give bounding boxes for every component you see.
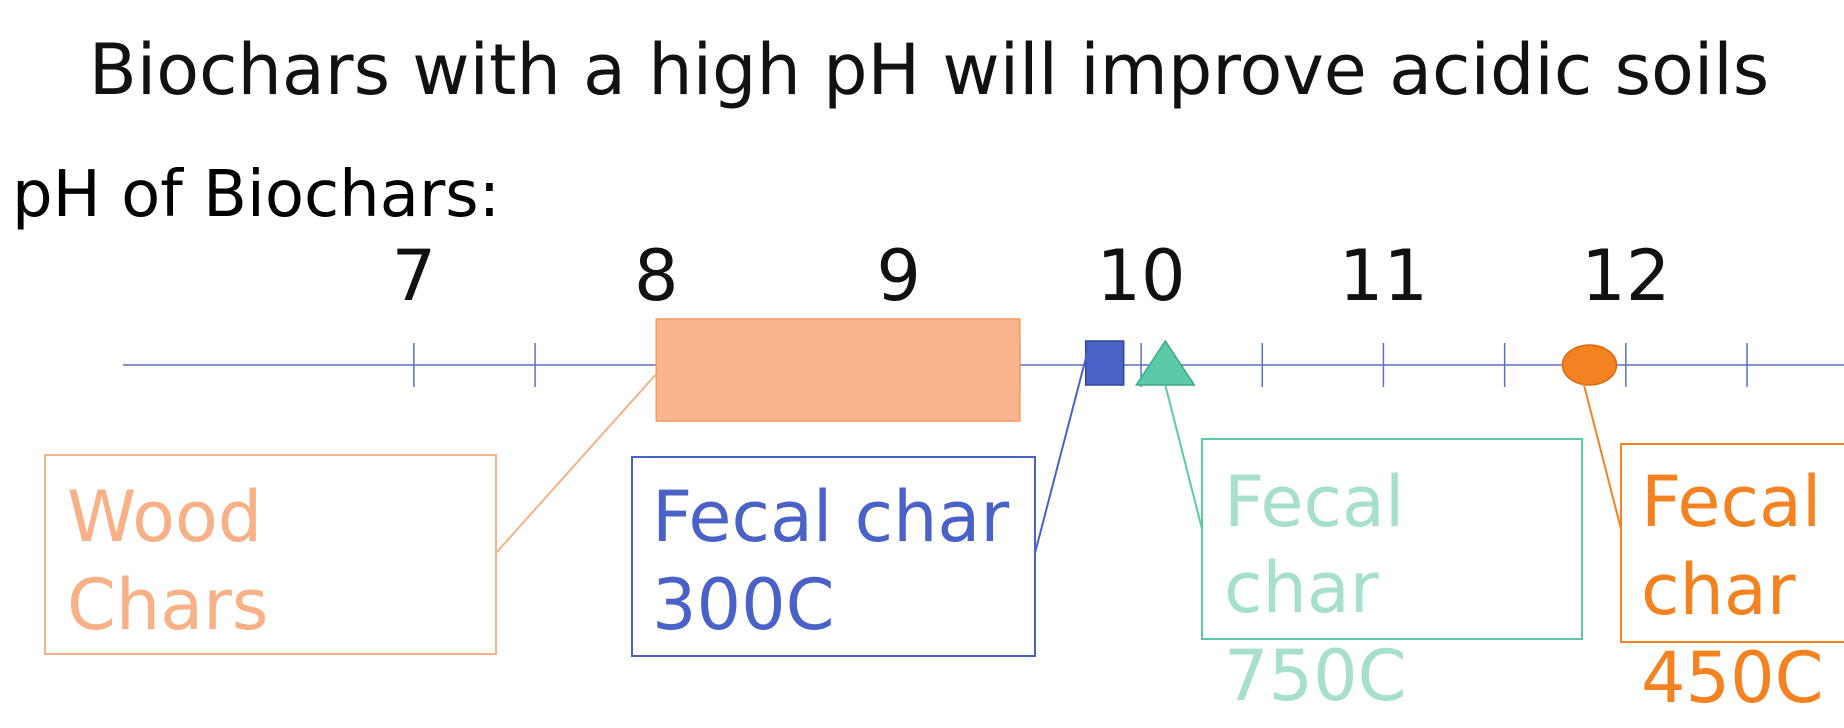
label-text: Chars xyxy=(67,564,268,646)
label-box xyxy=(1620,443,1844,643)
subtitle: Biochars with a high pH will improve aci… xyxy=(89,29,1769,111)
range-bar xyxy=(655,318,1021,422)
axis-label: pH of Biochars: xyxy=(12,158,500,232)
circle-marker xyxy=(1561,344,1618,386)
label-text: char xyxy=(1224,547,1379,629)
leader-line xyxy=(1034,350,1089,554)
label-text: Fecal xyxy=(1224,461,1404,543)
tick-label: 11 xyxy=(1339,235,1428,317)
label-box xyxy=(631,456,1036,657)
label-text: Wood xyxy=(67,476,262,558)
label-box xyxy=(44,454,497,655)
label-text: 300C xyxy=(652,564,835,646)
tick-label: 8 xyxy=(634,235,679,317)
label-box xyxy=(1201,438,1583,640)
label-text: 750C xyxy=(1224,635,1407,717)
tick-label: 9 xyxy=(876,235,921,317)
tick-label: 7 xyxy=(392,235,437,317)
tick-label: 12 xyxy=(1581,235,1670,317)
label-text: Fecal xyxy=(1641,461,1821,543)
leader-line xyxy=(1164,384,1203,530)
triangle-marker xyxy=(1134,339,1196,386)
label-text: Fecal char xyxy=(652,476,1009,558)
label-text: 450C xyxy=(1641,637,1824,719)
square-marker xyxy=(1084,340,1125,386)
leader-line xyxy=(495,373,658,554)
tick-label: 10 xyxy=(1097,235,1186,317)
leader-line xyxy=(1582,382,1622,530)
label-text: char xyxy=(1641,549,1796,631)
